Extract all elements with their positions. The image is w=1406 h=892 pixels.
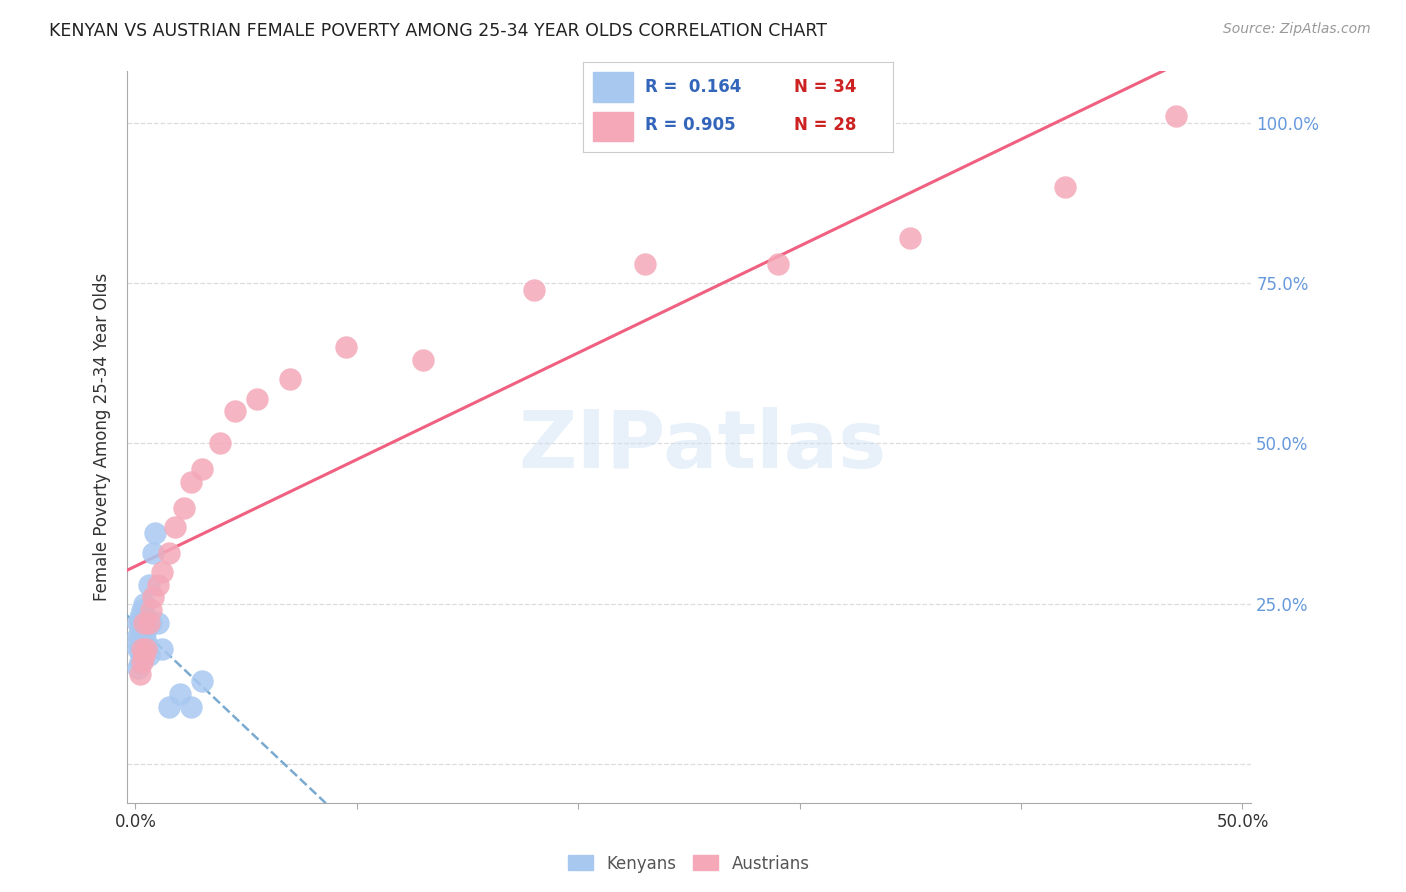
Point [1164,109,1187,123]
Point [128,616,150,631]
Text: R = 0.905: R = 0.905 [645,116,735,134]
Point [634,257,657,271]
Point [128,623,150,637]
Point [131,629,153,643]
Point [157,545,180,559]
Point [150,565,173,579]
Point [135,609,157,624]
Point [191,673,214,688]
Bar [593,112,633,141]
Point [135,635,157,649]
Point [134,635,156,649]
Point [134,597,156,611]
Text: N = 28: N = 28 [794,116,856,134]
Text: KENYAN VS AUSTRIAN FEMALE POVERTY AMONG 25-34 YEAR OLDS CORRELATION CHART: KENYAN VS AUSTRIAN FEMALE POVERTY AMONG … [49,22,827,40]
Point [898,231,921,245]
Text: ZIPatlas: ZIPatlas [519,407,887,485]
Point [128,629,150,643]
Text: R =  0.164: R = 0.164 [645,78,742,96]
Point [127,641,149,656]
Point [128,667,150,681]
Point [127,661,149,675]
Point [412,353,434,368]
Point [246,392,269,406]
Point [135,623,157,637]
Text: Source: ZipAtlas.com: Source: ZipAtlas.com [1223,22,1371,37]
Point [127,616,149,631]
Point [134,648,156,663]
Point [139,616,162,631]
Point [138,616,160,631]
Point [131,641,153,656]
Point [335,340,357,354]
Point [169,687,191,701]
Point [128,655,150,669]
Point [180,475,202,489]
Point [134,629,156,643]
Point [138,648,160,663]
Point [131,655,153,669]
Point [766,257,789,271]
Point [1054,179,1077,194]
Point [146,577,169,591]
Point [134,616,156,631]
Point [523,283,546,297]
Point [142,591,165,605]
Point [280,372,302,386]
Point [208,436,231,450]
Point [138,577,160,591]
Point [131,623,153,637]
Point [142,545,165,559]
Point [127,635,149,649]
Point [131,635,153,649]
Point [127,629,149,643]
Point [191,462,214,476]
Point [131,603,153,617]
Point [143,526,166,541]
Point [180,699,202,714]
Point [150,641,173,656]
Y-axis label: Female Poverty Among 25-34 Year Olds: Female Poverty Among 25-34 Year Olds [93,273,111,601]
Point [146,616,169,631]
Point [135,641,157,656]
Point [173,500,195,515]
Point [131,648,153,663]
Point [128,609,150,624]
Text: N = 34: N = 34 [794,78,856,96]
Point [224,404,246,418]
Point [139,603,162,617]
Point [134,641,156,656]
Bar [593,72,633,102]
Point [128,641,150,656]
Point [157,699,180,714]
Point [165,520,187,534]
Legend: Kenyans, Austrians: Kenyans, Austrians [561,848,817,880]
